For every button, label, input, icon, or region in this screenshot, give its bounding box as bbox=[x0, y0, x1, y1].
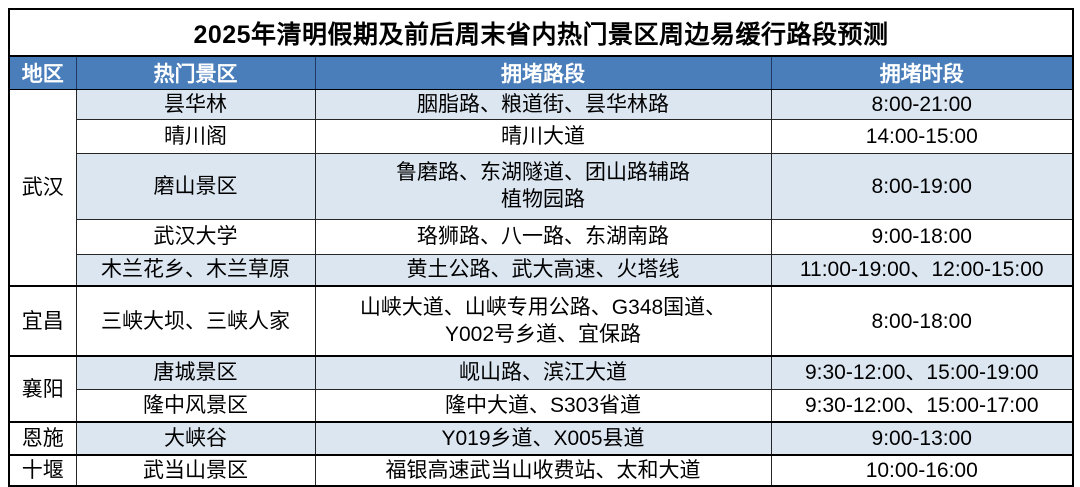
roads-cell: 岘山路、滨江大道 bbox=[314, 355, 772, 390]
header-congested-time: 拥堵时段 bbox=[770, 55, 1074, 90]
header-region: 地区 bbox=[8, 55, 77, 90]
table-row: 磨山景区 鲁磨路、东湖隧道、团山路辅路 植物园路 8:00-19:00 bbox=[9, 152, 1074, 220]
table-row: 十堰 武当山景区 福银高速武当山收费站、太和大道 10:00-16:00 bbox=[8, 454, 1074, 487]
time-cell: 9:00-18:00 bbox=[770, 218, 1074, 255]
spot-cell: 大峡谷 bbox=[75, 421, 316, 456]
spot-cell: 昙华林 bbox=[75, 88, 316, 120]
table-row: 武汉 昙华林 胭脂路、粮道街、昙华林路 8:00-21:00 bbox=[8, 88, 1074, 287]
table-row: 武汉大学 珞狮路、八一路、东湖南路 9:00-18:00 bbox=[9, 218, 1074, 255]
roads-cell: 鲁磨路、东湖隧道、团山路辅路 植物园路 bbox=[314, 152, 772, 220]
spot-cell: 武汉大学 bbox=[75, 218, 316, 255]
time-cell: 10:00-16:00 bbox=[770, 454, 1074, 487]
roads-cell: 福银高速武当山收费站、太和大道 bbox=[314, 454, 772, 487]
title-row: 2025年清明假期及前后周末省内热门景区周边易缓行路段预测 bbox=[9, 9, 1073, 57]
spot-cell: 三峡大坝、三峡人家 bbox=[75, 285, 316, 357]
time-cell: 8:00-18:00 bbox=[770, 285, 1074, 357]
roads-cell: Y019乡道、X005县道 bbox=[314, 421, 772, 456]
time-cell: 14:00-15:00 bbox=[770, 118, 1074, 154]
spot-cell: 磨山景区 bbox=[75, 152, 316, 220]
roads-cell: 胭脂路、粮道街、昙华林路 bbox=[314, 88, 772, 120]
table-row: 晴川阁 晴川大道 14:00-15:00 bbox=[9, 118, 1074, 154]
roads-cell: 山峡大道、山峡专用公路、G348国道、 Y002号乡道、宜保路 bbox=[314, 285, 772, 357]
region-cell: 襄阳 bbox=[8, 355, 77, 423]
page-title: 2025年清明假期及前后周末省内热门景区周边易缓行路段预测 bbox=[9, 9, 1073, 57]
time-cell: 9:30-12:00、15:00-17:00 bbox=[770, 388, 1074, 423]
spot-cell: 唐城景区 bbox=[75, 355, 316, 390]
table-row: 木兰花乡、木兰草原 黄土公路、武大高速、火塔线 11:00-19:00、12:00-… bbox=[9, 253, 1074, 287]
roads-cell: 黄土公路、武大高速、火塔线 bbox=[314, 253, 772, 287]
header-congested-roads: 拥堵路段 bbox=[314, 55, 772, 90]
spot-cell: 晴川阁 bbox=[75, 118, 316, 154]
spot-cell: 木兰花乡、木兰草原 bbox=[75, 253, 316, 287]
time-cell: 9:00-13:00 bbox=[770, 421, 1074, 456]
header-row: 地区 热门景区 拥堵路段 拥堵时段 bbox=[8, 55, 1074, 90]
time-cell: 9:30-12:00、15:00-19:00 bbox=[770, 355, 1074, 390]
forecast-table: 2025年清明假期及前后周末省内热门景区周边易缓行路段预测 地区 热门景区 拥堵… bbox=[8, 8, 1074, 487]
table-row: 襄阳 唐城景区 岘山路、滨江大道 9:30-12:00、15:00-19:00 bbox=[8, 355, 1074, 423]
table-body: 武汉 昙华林 胭脂路、粮道街、昙华林路 8:00-21:00 晴川阁 晴川大道 14:00-… bbox=[8, 88, 1074, 487]
table-row: 隆中风景区 隆中大道、S303省道 9:30-12:00、15:00-17:00 bbox=[9, 388, 1074, 423]
roads-cell: 晴川大道 bbox=[314, 118, 772, 154]
spot-cell: 武当山景区 bbox=[75, 454, 316, 487]
header-scenic-spot: 热门景区 bbox=[75, 55, 316, 90]
time-cell: 8:00-19:00 bbox=[770, 152, 1074, 220]
table-row: 宜昌 三峡大坝、三峡人家 山峡大道、山峡专用公路、G348国道、 Y002号乡道、宜… bbox=[8, 285, 1074, 357]
region-cell: 十堰 bbox=[8, 454, 77, 487]
region-cell: 恩施 bbox=[8, 421, 77, 456]
roads-cell: 隆中大道、S303省道 bbox=[314, 388, 772, 423]
roads-cell: 珞狮路、八一路、东湖南路 bbox=[314, 218, 772, 255]
region-cell: 宜昌 bbox=[8, 285, 77, 357]
spot-cell: 隆中风景区 bbox=[75, 388, 316, 423]
region-cell: 武汉 bbox=[8, 88, 77, 287]
time-cell: 8:00-21:00 bbox=[770, 88, 1074, 120]
table-row: 恩施 大峡谷 Y019乡道、X005县道 9:00-13:00 bbox=[8, 421, 1074, 456]
time-cell: 11:00-19:00、12:00-15:00 bbox=[770, 253, 1074, 287]
